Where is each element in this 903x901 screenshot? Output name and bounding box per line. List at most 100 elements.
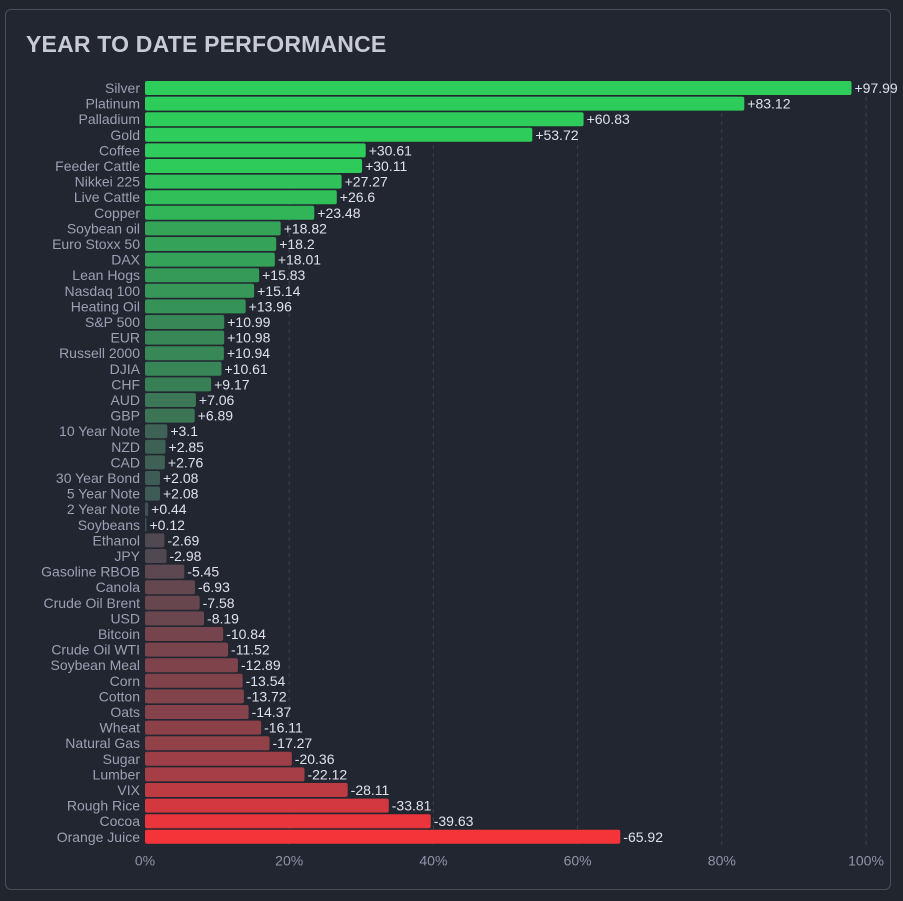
value-label: +10.99 bbox=[227, 314, 270, 330]
category-label: Coffee bbox=[99, 142, 140, 158]
value-label: +27.27 bbox=[345, 174, 388, 190]
x-tick-label: 80% bbox=[708, 852, 736, 868]
bar bbox=[145, 689, 244, 704]
bar bbox=[145, 564, 185, 579]
category-label: Silver bbox=[105, 80, 140, 96]
value-label: +2.85 bbox=[169, 439, 205, 455]
bar bbox=[145, 283, 255, 298]
bar bbox=[145, 751, 292, 766]
bar bbox=[145, 439, 166, 454]
bar bbox=[145, 361, 222, 376]
category-label: Nasdaq 100 bbox=[64, 283, 140, 299]
category-label: VIX bbox=[117, 782, 140, 798]
value-label: -13.72 bbox=[247, 688, 287, 704]
category-label: DJIA bbox=[110, 361, 141, 377]
value-label: -12.89 bbox=[241, 657, 281, 673]
value-label: +0.44 bbox=[151, 501, 187, 517]
bar bbox=[145, 221, 281, 236]
category-label: NZD bbox=[111, 439, 140, 455]
bar bbox=[145, 705, 249, 719]
value-label: +3.1 bbox=[170, 423, 198, 439]
category-label: Lumber bbox=[93, 766, 141, 782]
bar bbox=[145, 455, 165, 470]
bar bbox=[145, 252, 275, 267]
value-label: -28.11 bbox=[351, 782, 390, 798]
category-label: Cotton bbox=[99, 688, 140, 704]
bar bbox=[145, 783, 348, 797]
bar bbox=[145, 143, 366, 158]
bar bbox=[145, 642, 229, 657]
value-label: +9.17 bbox=[214, 376, 250, 392]
bar bbox=[145, 96, 745, 111]
value-label: -2.69 bbox=[167, 532, 199, 548]
bar bbox=[145, 580, 195, 595]
value-label: -20.36 bbox=[295, 751, 335, 767]
bar bbox=[145, 237, 277, 251]
category-label: Sugar bbox=[103, 751, 141, 767]
bar bbox=[145, 315, 225, 329]
value-label: -65.92 bbox=[623, 829, 663, 845]
category-label: Wheat bbox=[100, 720, 141, 736]
category-label: Palladium bbox=[79, 111, 140, 127]
value-label: +15.14 bbox=[257, 283, 300, 299]
bar bbox=[145, 299, 246, 314]
category-label: Euro Stoxx 50 bbox=[52, 236, 140, 252]
x-tick-label: 0% bbox=[135, 852, 155, 868]
x-tick-label: 20% bbox=[275, 852, 303, 868]
bar bbox=[145, 268, 260, 283]
bar bbox=[145, 377, 212, 392]
labels: Silver +97.99 Platinum +83.12 Palladium +60.8… bbox=[41, 80, 898, 845]
category-label: Copper bbox=[94, 205, 140, 221]
category-label: Feeder Cattle bbox=[55, 158, 140, 174]
category-label: Oats bbox=[110, 704, 140, 720]
category-label: Russell 2000 bbox=[59, 345, 140, 361]
value-label: +97.99 bbox=[855, 80, 898, 96]
bar bbox=[145, 424, 168, 439]
value-label: +18.01 bbox=[278, 252, 321, 268]
value-label: +7.06 bbox=[199, 392, 235, 408]
category-label: DAX bbox=[111, 252, 140, 268]
bar bbox=[145, 112, 584, 127]
chart-title: YEAR TO DATE PERFORMANCE bbox=[26, 31, 387, 57]
value-label: +15.83 bbox=[262, 267, 305, 283]
category-label: GBP bbox=[110, 408, 140, 424]
category-label: 5 Year Note bbox=[67, 486, 140, 502]
value-label: +18.2 bbox=[279, 236, 315, 252]
value-label: -11.52 bbox=[231, 642, 270, 658]
category-label: Gold bbox=[110, 127, 140, 143]
bar bbox=[145, 658, 238, 673]
bar bbox=[145, 611, 205, 626]
value-label: +0.12 bbox=[150, 517, 186, 533]
category-label: EUR bbox=[110, 330, 140, 346]
value-label: +60.83 bbox=[587, 111, 630, 127]
x-tick-label: 40% bbox=[419, 852, 447, 868]
bar bbox=[145, 595, 200, 610]
value-label: -33.81 bbox=[392, 798, 432, 814]
value-label: -6.93 bbox=[198, 579, 230, 595]
bar bbox=[145, 767, 305, 782]
category-label: CAD bbox=[110, 454, 140, 470]
category-label: Ethanol bbox=[93, 532, 140, 548]
category-label: CHF bbox=[111, 376, 140, 392]
value-label: +2.76 bbox=[168, 454, 204, 470]
x-tick-label: 60% bbox=[564, 852, 592, 868]
category-label: Crude Oil Brent bbox=[44, 595, 141, 611]
bar bbox=[145, 798, 389, 813]
category-label: Corn bbox=[110, 673, 140, 689]
category-label: Crude Oil WTI bbox=[51, 642, 140, 658]
bar bbox=[145, 81, 852, 95]
value-label: -8.19 bbox=[207, 610, 239, 626]
bar bbox=[145, 736, 270, 751]
value-label: +6.89 bbox=[198, 408, 234, 424]
bar bbox=[145, 159, 363, 173]
value-label: +53.72 bbox=[535, 127, 578, 143]
value-label: -22.12 bbox=[307, 766, 347, 782]
value-label: -14.37 bbox=[252, 704, 292, 720]
category-label: 10 Year Note bbox=[59, 423, 140, 439]
category-label: Heating Oil bbox=[71, 298, 140, 314]
x-tick-label: 100% bbox=[848, 852, 884, 868]
category-label: Nikkei 225 bbox=[75, 174, 141, 190]
bar bbox=[145, 127, 533, 142]
value-label: -16.11 bbox=[264, 720, 303, 736]
